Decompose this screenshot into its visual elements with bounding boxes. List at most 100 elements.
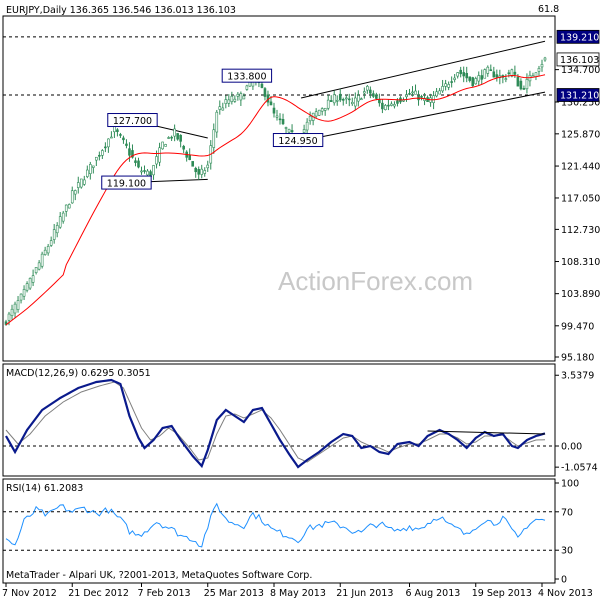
candle-body <box>101 150 104 156</box>
candle-body <box>260 83 264 88</box>
candle-body <box>22 289 26 297</box>
candle-body <box>447 84 450 88</box>
candle-body <box>360 98 363 101</box>
candle-body <box>25 283 29 291</box>
candle-body <box>110 136 113 139</box>
candle-body <box>34 267 38 273</box>
candle-body <box>164 144 167 147</box>
price-axis-label: 121.440 <box>561 162 600 173</box>
price-tag-label: 136.103 <box>560 55 599 66</box>
price-axis-label: 108.310 <box>561 257 600 268</box>
candle-body <box>230 95 234 102</box>
price-axis-label: 112.730 <box>561 225 600 236</box>
price-callout-label: 133.800 <box>227 72 266 83</box>
candle-body <box>146 170 149 176</box>
moving-average-line <box>5 74 546 326</box>
time-axis-label: 7 Nov 2012 <box>2 588 57 599</box>
price-axis-label: 95.180 <box>561 353 594 364</box>
candle-body <box>438 90 441 95</box>
candle-body <box>242 95 246 100</box>
candle-body <box>134 160 137 163</box>
price-callout-box <box>101 175 152 190</box>
candle-body <box>152 165 155 176</box>
macd-trendline <box>427 430 546 435</box>
candle-body <box>31 275 35 283</box>
candle-body <box>387 104 390 107</box>
candle-body <box>67 204 71 209</box>
candle-body <box>396 100 399 104</box>
candle-body <box>119 134 122 136</box>
candle-body <box>507 72 511 75</box>
candle-body <box>384 105 387 110</box>
time-axis-label: 21 Dec 2012 <box>68 588 129 599</box>
candle-body <box>329 100 333 102</box>
candle-body <box>125 143 128 146</box>
candle-body <box>281 119 285 125</box>
time-axis-label: 21 Jun 2013 <box>336 588 393 599</box>
candle-body <box>191 161 194 167</box>
candle-body <box>350 101 354 105</box>
candle-body <box>16 300 20 310</box>
candle-body <box>405 94 408 98</box>
candle-body <box>369 89 372 94</box>
candle-body <box>233 98 237 102</box>
macd-axis-label: -1.0574 <box>561 463 598 474</box>
rsi-panel: RSI(14) 61.2083 MetaTrader - Alpari UK, … <box>2 478 579 586</box>
candle-body <box>212 129 216 148</box>
macd-axis-label: 3.5379 <box>561 371 594 382</box>
candle-body <box>357 95 360 102</box>
price-panel-frame <box>2 15 556 362</box>
price-callout-box <box>272 133 324 148</box>
candle-body <box>459 69 462 75</box>
price-callout-label: 127.700 <box>113 116 152 127</box>
candle-body <box>516 76 520 87</box>
candle-body <box>43 249 47 255</box>
candle-body <box>49 240 53 246</box>
rsi-axis-label: 0 <box>561 575 567 586</box>
price-tag-box <box>556 29 600 44</box>
candle-body <box>510 69 514 77</box>
candle-body <box>402 99 405 102</box>
price-panel: ActionForex.com EURJPY,Daily 136.365 136… <box>2 4 600 364</box>
time-axis-label: 19 Sep 2013 <box>472 588 532 599</box>
rsi-axis-label: 100 <box>561 479 579 490</box>
price-axis-label: 134.700 <box>561 65 600 76</box>
candle-body <box>344 97 348 100</box>
candle-body <box>73 190 77 195</box>
candle-body <box>263 88 267 97</box>
price-callout-label: 124.950 <box>278 136 317 147</box>
candle-body <box>326 99 330 109</box>
candle-body <box>221 107 225 111</box>
candle-body <box>411 91 414 94</box>
candle-body <box>224 99 228 104</box>
time-axis-label: 8 May 2013 <box>270 588 326 599</box>
time-axis-label: 7 Feb 2013 <box>138 588 191 599</box>
candle-body <box>131 150 134 158</box>
candle-body <box>414 90 417 95</box>
candle-body <box>522 88 526 90</box>
candle-body <box>64 204 68 212</box>
candle-body <box>317 109 321 116</box>
rsi-panel-frame <box>2 478 556 584</box>
candle-body <box>82 179 86 185</box>
candle-body <box>52 229 56 240</box>
candle-body <box>104 146 107 149</box>
candle-body <box>206 164 210 169</box>
candle-body <box>525 79 529 90</box>
candle-body <box>504 78 508 80</box>
candle-body <box>495 74 499 78</box>
candle-body <box>76 182 80 188</box>
candle-body <box>40 253 44 267</box>
price-axis-label: 125.870 <box>561 129 600 140</box>
time-axis-label: 25 Mar 2013 <box>204 588 264 599</box>
candle-body <box>272 107 276 114</box>
candle-body <box>519 80 523 90</box>
candle-body <box>314 111 318 117</box>
candle-body <box>366 86 369 91</box>
candle-body <box>215 111 219 133</box>
candle-body <box>19 293 23 301</box>
candle-body <box>486 66 490 74</box>
candle-body <box>287 128 291 133</box>
